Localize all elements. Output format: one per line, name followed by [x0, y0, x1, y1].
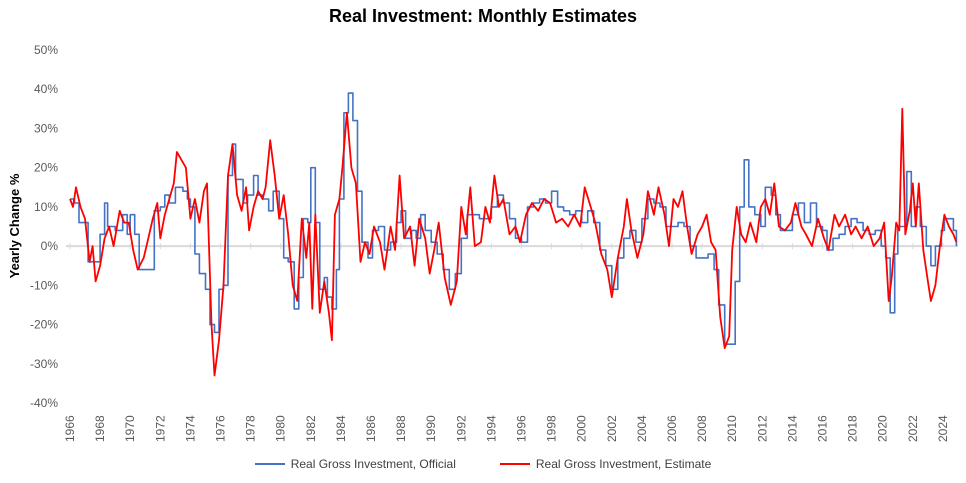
- x-tick-label: 1990: [424, 415, 438, 442]
- y-tick-label: -20%: [30, 318, 58, 332]
- x-tick-label: 1978: [244, 415, 258, 442]
- x-tick-label: 2014: [785, 415, 799, 442]
- chart-title: Real Investment: Monthly Estimates: [328, 6, 638, 26]
- y-tick-label: 0%: [41, 239, 59, 253]
- y-tick-label: -30%: [30, 357, 58, 371]
- x-tick-label: 2016: [816, 415, 830, 442]
- x-tick-label: 1974: [183, 415, 197, 442]
- series-line-official: [70, 92, 958, 345]
- x-tick-label: 1982: [304, 415, 318, 442]
- x-tick-label: 1994: [484, 415, 498, 442]
- x-tick-label: 2022: [906, 415, 920, 442]
- y-axis-label: Yearly Change %: [7, 173, 22, 278]
- y-tick-label: 20%: [34, 161, 58, 175]
- x-tick-label: 1966: [63, 415, 77, 442]
- x-tick-label: 1970: [123, 415, 137, 442]
- legend-item-official: Real Gross Investment, Official: [254, 457, 456, 471]
- x-tick-label: 1992: [454, 415, 468, 442]
- y-tick-label: 10%: [34, 200, 58, 214]
- x-tick-label: 1988: [394, 415, 408, 442]
- plot-area: [69, 92, 958, 377]
- y-tick-label: -10%: [30, 278, 58, 292]
- x-axis: 1966 1968 1970 1972 1974 1976 1978 1980 1982 1984…: [63, 243, 950, 442]
- y-tick-label: 30%: [34, 121, 58, 135]
- x-tick-label: 1976: [214, 415, 228, 442]
- x-tick-label: 1998: [545, 415, 559, 442]
- x-tick-label: 2010: [725, 415, 739, 442]
- y-tick-label: 40%: [34, 82, 58, 96]
- x-tick-label: 1996: [515, 415, 529, 442]
- x-tick-label: 1984: [334, 415, 348, 442]
- legend-swatch-estimate: [499, 463, 530, 465]
- x-tick-label: 2012: [755, 415, 769, 442]
- legend-swatch-official: [254, 463, 285, 465]
- x-tick-label: 2004: [635, 415, 649, 442]
- x-tick-label: 1972: [153, 415, 167, 442]
- x-tick-label: 2006: [665, 415, 679, 442]
- x-tick-label: 1968: [93, 415, 107, 442]
- x-tick-label: 2024: [936, 415, 950, 442]
- y-axis: 50% 40% 30% 20% 10% 0% -10% -20% -30% -40%: [30, 43, 58, 410]
- y-tick-label: -40%: [30, 396, 58, 410]
- legend-item-estimate: Real Gross Investment, Estimate: [499, 457, 712, 471]
- x-tick-label: 2018: [846, 415, 860, 442]
- y-tick-label: 50%: [34, 43, 58, 57]
- legend-label-official: Real Gross Investment, Official: [290, 457, 456, 471]
- legend-label-estimate: Real Gross Investment, Estimate: [535, 457, 712, 471]
- x-tick-label: 2002: [605, 415, 619, 442]
- x-tick-label: 2008: [695, 415, 709, 442]
- x-tick-label: 1986: [364, 415, 378, 442]
- series-line-estimate: [69, 107, 958, 377]
- x-tick-label: 1980: [274, 415, 288, 442]
- x-tick-label: 2020: [876, 415, 890, 442]
- x-tick-label: 2000: [575, 415, 589, 442]
- legend: Real Gross Investment, Official Real Gro…: [0, 457, 966, 471]
